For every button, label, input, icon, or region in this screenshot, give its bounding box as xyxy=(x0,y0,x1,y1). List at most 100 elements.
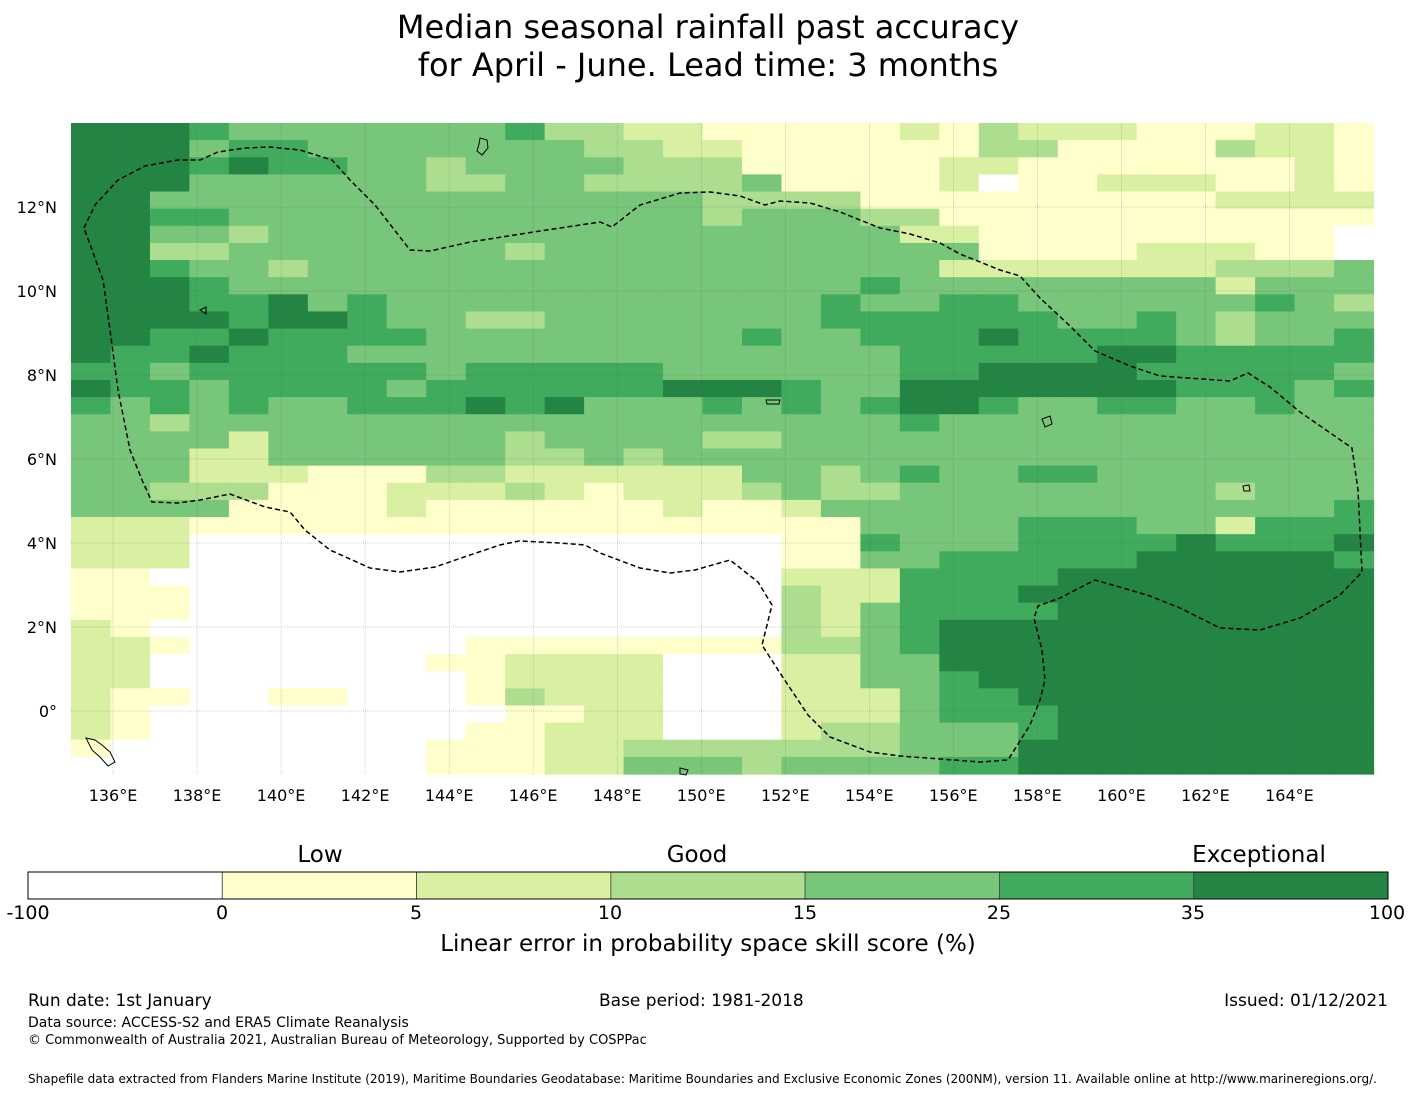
grid-cell xyxy=(505,499,546,518)
grid-cell xyxy=(702,277,743,295)
grid-cell xyxy=(189,225,230,244)
grid-cell xyxy=(820,431,861,450)
grid-cell xyxy=(1294,671,1335,689)
grid-cell xyxy=(1176,722,1217,741)
grid-cell xyxy=(268,448,309,467)
grid-cell xyxy=(1097,568,1138,587)
grid-cell xyxy=(781,636,822,655)
grid-cell xyxy=(899,671,940,689)
grid-cell xyxy=(1018,499,1059,518)
grid-cell xyxy=(1215,260,1256,278)
grid-cell xyxy=(347,619,388,638)
grid-cell xyxy=(584,482,625,501)
grid-cell xyxy=(465,140,506,158)
grid-cell xyxy=(663,174,704,193)
grid-cell xyxy=(860,191,901,210)
grid-cell xyxy=(663,448,704,467)
grid-cell xyxy=(702,414,743,432)
grid-cell xyxy=(702,499,743,518)
grid-cell xyxy=(623,294,664,313)
grid-cell xyxy=(1018,465,1059,484)
grid-cell xyxy=(426,123,467,141)
grid-cell xyxy=(820,499,861,518)
grid-cell xyxy=(584,517,625,535)
grid-cell xyxy=(71,123,112,141)
grid-cell xyxy=(1334,551,1375,570)
grid-cell xyxy=(978,551,1019,570)
grid-cell xyxy=(386,585,427,604)
grid-cell xyxy=(544,277,585,295)
colorbar-tick: 0 xyxy=(215,902,229,924)
grid-cell xyxy=(465,465,506,484)
grid-cell xyxy=(781,465,822,484)
grid-cell xyxy=(820,482,861,501)
grid-cell xyxy=(110,482,151,501)
grid-cell xyxy=(939,362,980,381)
grid-cell xyxy=(1294,585,1335,604)
grid-cell xyxy=(465,311,506,330)
grid-cell xyxy=(820,328,861,347)
grid-cell xyxy=(307,585,348,604)
grid-cell xyxy=(426,739,467,758)
grid-cell xyxy=(268,345,309,364)
grid-cell xyxy=(1215,242,1256,261)
grid-cell xyxy=(307,191,348,210)
grid-cell xyxy=(584,654,625,672)
grid-cell xyxy=(899,431,940,450)
grid-cell xyxy=(307,654,348,672)
shapefile-credit: Shapefile data extracted from Flanders M… xyxy=(28,1072,1377,1086)
island-outlines xyxy=(85,137,1251,776)
grid-cell xyxy=(505,654,546,672)
grid-cell xyxy=(978,277,1019,295)
grid-cell xyxy=(899,654,940,672)
grid-cell xyxy=(702,568,743,587)
grid-cell xyxy=(781,208,822,227)
grid-cell xyxy=(702,671,743,689)
grid-cell xyxy=(939,671,980,689)
grid-cell xyxy=(347,328,388,347)
grid-cell xyxy=(307,345,348,364)
grid-cell xyxy=(1334,671,1375,689)
grid-cell xyxy=(149,482,191,501)
grid-cell xyxy=(544,328,585,347)
grid-cell xyxy=(1176,619,1217,638)
grid-cell xyxy=(584,174,625,193)
grid-cell xyxy=(663,311,704,330)
grid-cell xyxy=(386,242,427,261)
grid-cell xyxy=(1334,362,1375,381)
grid-cell xyxy=(228,431,269,450)
grid-cell xyxy=(307,688,348,707)
grid-cell xyxy=(584,242,625,261)
grid-cell xyxy=(71,654,112,672)
grid-cell xyxy=(1334,294,1375,313)
grid-cell xyxy=(1057,551,1098,570)
grid-cell xyxy=(189,739,230,758)
grid-cell xyxy=(939,311,980,330)
grid-cell xyxy=(426,688,467,707)
grid-cell xyxy=(1215,756,1256,775)
grid-cell xyxy=(228,225,269,244)
grid-cell xyxy=(781,362,822,381)
grid-cell xyxy=(347,568,388,587)
colorbar-category-good: Good xyxy=(666,842,728,868)
grid-cell xyxy=(347,636,388,655)
grid-cell xyxy=(1057,311,1098,330)
grid-cell xyxy=(110,397,151,415)
grid-cell xyxy=(623,311,664,330)
grid-cell xyxy=(110,294,151,313)
grid-cell xyxy=(781,260,822,278)
grid-cell xyxy=(149,191,191,210)
grid-cell xyxy=(978,517,1019,535)
grid-cell xyxy=(623,174,664,193)
grid-cell xyxy=(426,602,467,621)
grid-cell xyxy=(465,739,506,758)
grid-cell xyxy=(741,397,783,415)
grid-cell xyxy=(544,414,585,432)
grid-cell xyxy=(544,722,585,741)
grid-cell xyxy=(1176,174,1217,193)
grid-cell xyxy=(702,225,743,244)
grid-cell xyxy=(939,568,980,587)
lon-tick-label: 164°E xyxy=(1265,786,1314,805)
grid-cell xyxy=(189,157,230,175)
grid-cell xyxy=(623,585,664,604)
